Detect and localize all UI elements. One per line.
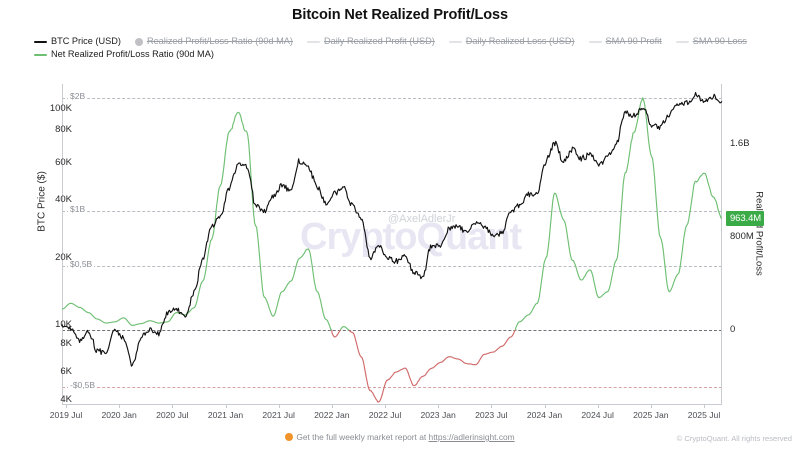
x-tick-2: 2020 Jul: [156, 410, 189, 420]
footer-note: Get the full weekly market report at htt…: [0, 432, 800, 442]
x-tick-mark-10: [597, 404, 599, 408]
x-tick-8: 2023 Jul: [475, 410, 508, 420]
net-pl-segment-0: [61, 111, 333, 331]
legend-item-label: BTC Price (USD): [51, 36, 121, 46]
y-tick-left-80K: 80K: [55, 124, 72, 135]
x-tick-mark-0: [66, 404, 67, 408]
x-tick-mark-6: [385, 404, 386, 408]
y-tick-right-0: 0: [730, 324, 736, 335]
footer-text: Get the full weekly market report at: [296, 432, 427, 442]
gridline-label-neg05b: -$0,5B: [68, 380, 98, 390]
x-tick-11: 2025 Jan: [633, 410, 669, 420]
net-realized-pl-line: [61, 97, 723, 403]
gridline-label-2b: $2B: [68, 91, 88, 101]
y-tick-left-10K: 10K: [55, 319, 72, 330]
plot-area: [62, 84, 722, 404]
x-tick-mark-9: [544, 404, 546, 408]
legend-swatch-icon: [34, 40, 47, 43]
net-pl-segment-2: [340, 325, 350, 331]
x-tick-6: 2022 Jul: [368, 410, 402, 420]
y-tick-left-100K: 100K: [49, 103, 72, 114]
y-tick-left-6K: 6K: [60, 366, 72, 377]
gridline-05b: [62, 266, 722, 267]
x-tick-mark-8: [491, 404, 493, 408]
x-axis-line: [62, 404, 722, 405]
legend-item-label: SMA 90 Loss: [692, 36, 747, 46]
gridline-1b: [62, 211, 722, 212]
y-tick-right-1.6B: 1.6B: [730, 138, 750, 150]
y-tick-left-8K: 8K: [60, 338, 72, 349]
legend-item-label: Daily Realized Loss (USD): [465, 36, 575, 46]
bullet-icon: [285, 433, 294, 441]
legend-swatch-icon: [675, 40, 689, 43]
x-tick-10: 2024 Jul: [581, 410, 614, 420]
legend-item-label: Net Realized Profit/Loss Ratio (90d MA): [51, 49, 214, 59]
legend-swatch-icon: [134, 37, 143, 46]
x-tick-mark-4: [278, 404, 280, 408]
legend-item-1[interactable]: Realized Profit/Loss Ratio (90d MA): [134, 35, 293, 48]
y-axis-right-label: Realized Profit/Loss: [753, 191, 765, 276]
x-tick-5: 2022 Jan: [314, 410, 350, 420]
legend-item-5[interactable]: SMA 90 Loss: [675, 35, 747, 48]
y-tick-left-20K: 20K: [55, 252, 72, 263]
x-tick-mark-2: [172, 404, 174, 408]
net-pl-segment-4: [515, 97, 723, 330]
copyright-text: © CryptoQuant. All rights reserved: [676, 434, 792, 443]
chart-legend: BTC Price (USD) Realized Profit/Loss Rati…: [34, 35, 779, 61]
btc-price-line: [61, 91, 723, 367]
legend-item-label: Daily Realized Profit (USD): [323, 36, 435, 46]
x-tick-mark-12: [704, 404, 705, 408]
x-tick-1: 2020 Jan: [101, 410, 137, 420]
legend-swatch-icon: [306, 40, 320, 43]
x-tick-0: 2019 Jul: [49, 410, 83, 420]
x-tick-mark-7: [438, 404, 440, 408]
gridline-zero: [62, 330, 722, 331]
gridline-neg05b: [62, 387, 722, 388]
x-tick-4: 2021 Jul: [262, 410, 295, 420]
net-pl-segment-3: [348, 329, 517, 403]
legend-swatch-icon: [588, 40, 602, 43]
legend-swatch-icon: [448, 40, 462, 43]
x-tick-mark-5: [331, 404, 333, 408]
legend-item-label: SMA 90 Profit: [605, 36, 662, 46]
y-axis-left-label: BTC Price ($): [36, 171, 48, 232]
y-tick-left-4K: 4K: [60, 394, 72, 405]
legend-item-6[interactable]: Net Realized Profit/Loss Ratio (90d MA): [34, 48, 214, 61]
page-title: Bitcoin Net Realized Profit/Loss: [292, 7, 508, 23]
x-tick-3: 2021 Jan: [207, 410, 244, 420]
gridline-2b: [62, 98, 722, 99]
current-value-badge: 963.4M: [726, 211, 765, 226]
x-tick-mark-1: [119, 404, 121, 408]
x-tick-7: 2023 Jan: [420, 410, 456, 420]
net-pl-segment-1: [331, 329, 342, 338]
legend-item-0[interactable]: BTC Price (USD): [34, 35, 121, 48]
legend-item-3[interactable]: Daily Realized Loss (USD): [448, 35, 575, 48]
legend-item-2[interactable]: Daily Realized Profit (USD): [306, 35, 435, 48]
gridline-label-1b: $1B: [68, 204, 88, 214]
y-tick-left-40K: 40K: [55, 194, 72, 205]
gridline-label-05b: $0,5B: [68, 259, 95, 269]
legend-swatch-icon: [34, 53, 47, 56]
y-tick-right-800M: 800M: [730, 231, 754, 243]
report-link[interactable]: https://adlerinsight.com: [428, 432, 515, 442]
y-tick-left-60K: 60K: [55, 157, 72, 168]
legend-item-label: Realized Profit/Loss Ratio (90d MA): [146, 36, 293, 46]
x-tick-12: 2025 Jul: [687, 410, 721, 420]
x-tick-mark-3: [225, 404, 227, 408]
x-tick-9: 2024 Jan: [526, 410, 563, 420]
x-tick-mark-11: [650, 404, 652, 408]
legend-item-4[interactable]: SMA 90 Profit: [588, 35, 662, 48]
